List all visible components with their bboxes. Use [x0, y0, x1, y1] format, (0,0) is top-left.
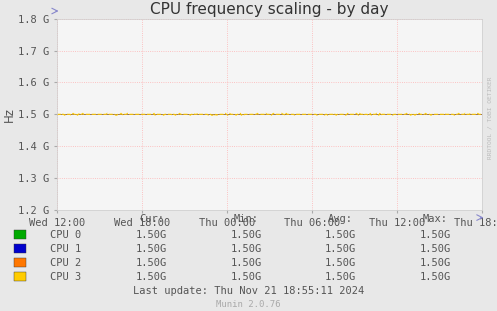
- Text: Cur:: Cur:: [139, 214, 164, 224]
- Text: CPU 2: CPU 2: [50, 258, 81, 268]
- Text: 1.50G: 1.50G: [231, 230, 261, 240]
- Text: Munin 2.0.76: Munin 2.0.76: [216, 300, 281, 309]
- Text: CPU 0: CPU 0: [50, 230, 81, 240]
- Text: Last update: Thu Nov 21 18:55:11 2024: Last update: Thu Nov 21 18:55:11 2024: [133, 286, 364, 296]
- Text: Min:: Min:: [234, 214, 258, 224]
- Text: Max:: Max:: [422, 214, 447, 224]
- Text: 1.50G: 1.50G: [136, 244, 167, 254]
- Text: 1.50G: 1.50G: [325, 230, 356, 240]
- Text: 1.50G: 1.50G: [325, 244, 356, 254]
- Text: 1.50G: 1.50G: [136, 272, 167, 282]
- Text: CPU 3: CPU 3: [50, 272, 81, 282]
- Title: CPU frequency scaling - by day: CPU frequency scaling - by day: [151, 2, 389, 17]
- Text: 1.50G: 1.50G: [419, 244, 450, 254]
- Text: 1.50G: 1.50G: [136, 230, 167, 240]
- Text: 1.50G: 1.50G: [231, 272, 261, 282]
- Text: 1.50G: 1.50G: [325, 272, 356, 282]
- Text: 1.50G: 1.50G: [231, 244, 261, 254]
- Y-axis label: Hz: Hz: [2, 107, 15, 122]
- Text: RRDTOOL / TOBI OETIKER: RRDTOOL / TOBI OETIKER: [487, 77, 492, 160]
- Text: CPU 1: CPU 1: [50, 244, 81, 254]
- Text: 1.50G: 1.50G: [231, 258, 261, 268]
- Text: 1.50G: 1.50G: [325, 258, 356, 268]
- Text: Avg:: Avg:: [328, 214, 353, 224]
- Text: 1.50G: 1.50G: [419, 258, 450, 268]
- Text: 1.50G: 1.50G: [136, 258, 167, 268]
- Text: 1.50G: 1.50G: [419, 230, 450, 240]
- Text: 1.50G: 1.50G: [419, 272, 450, 282]
